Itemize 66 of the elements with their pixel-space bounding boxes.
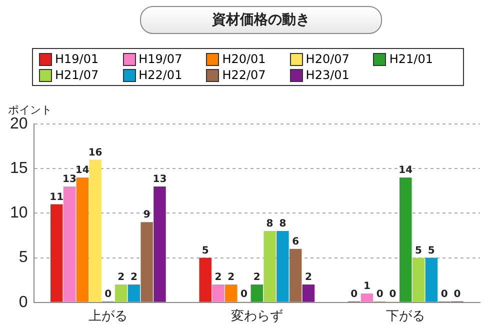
y-tick-label: 10 [10,204,28,222]
data-label: 2 [253,272,260,284]
legend-label: H19/01 [54,52,100,66]
bar [212,284,224,302]
data-label: 0 [350,288,358,300]
bar [425,258,438,302]
x-tick-label: 変わらず [230,308,283,323]
data-label: 5 [202,245,209,256]
x-tick-label: 上がる [88,308,128,323]
data-label: 14 [75,165,90,176]
data-label: 8 [279,218,286,230]
data-label: 6 [292,236,300,248]
bar [412,258,425,302]
bar [76,178,89,302]
bar [154,186,166,302]
legend-label: H22/01 [138,68,184,82]
y-tick-label: 0 [18,294,28,311]
legend-label: H20/07 [304,52,350,66]
bar [360,293,374,302]
data-label: 0 [376,288,384,300]
data-label: 14 [398,165,413,176]
x-tick-label: 下がる [386,308,426,323]
data-label: 0 [240,288,248,300]
data-label: 1 [363,281,370,292]
data-label: 16 [88,147,102,158]
bar [63,186,76,302]
data-label: 5 [428,245,435,256]
bar [289,248,302,302]
data-label: 13 [62,174,76,186]
data-label: 8 [266,218,274,230]
bar [264,231,276,302]
legend-label: H23/01 [304,68,350,82]
bar [114,284,128,302]
bar [50,204,63,302]
bar [400,178,412,302]
y-tick-label: 20 [10,115,28,132]
data-label: 2 [118,272,125,284]
legend-label: H22/07 [221,68,267,82]
legend-label: H19/07 [138,52,184,66]
data-label: 0 [389,288,396,300]
data-label: 2 [130,272,138,284]
data-label: 2 [214,272,222,284]
bar [276,231,289,302]
data-label: 5 [415,245,422,256]
data-label: 0 [104,288,112,300]
bar [140,222,153,302]
bar [302,284,315,302]
data-label: 0 [440,288,448,300]
data-label: 0 [454,288,461,300]
legend-label: H21/07 [54,68,100,82]
bar [250,284,264,302]
legend-label: H20/01 [221,52,267,66]
data-label: 9 [143,210,150,221]
bar [128,284,140,302]
y-tick-label: 5 [18,249,28,266]
bar [199,258,212,302]
legend-label: H21/01 [388,52,434,66]
bar [89,160,102,302]
bar [224,284,238,302]
y-axis-title: ポイント [8,103,52,116]
data-label: 13 [152,174,167,186]
data-label: 2 [228,272,235,284]
y-tick-label: 15 [10,160,28,178]
data-label: 11 [50,192,64,203]
chart-title: 資材価格の動き [140,6,382,34]
data-label: 2 [304,272,312,284]
